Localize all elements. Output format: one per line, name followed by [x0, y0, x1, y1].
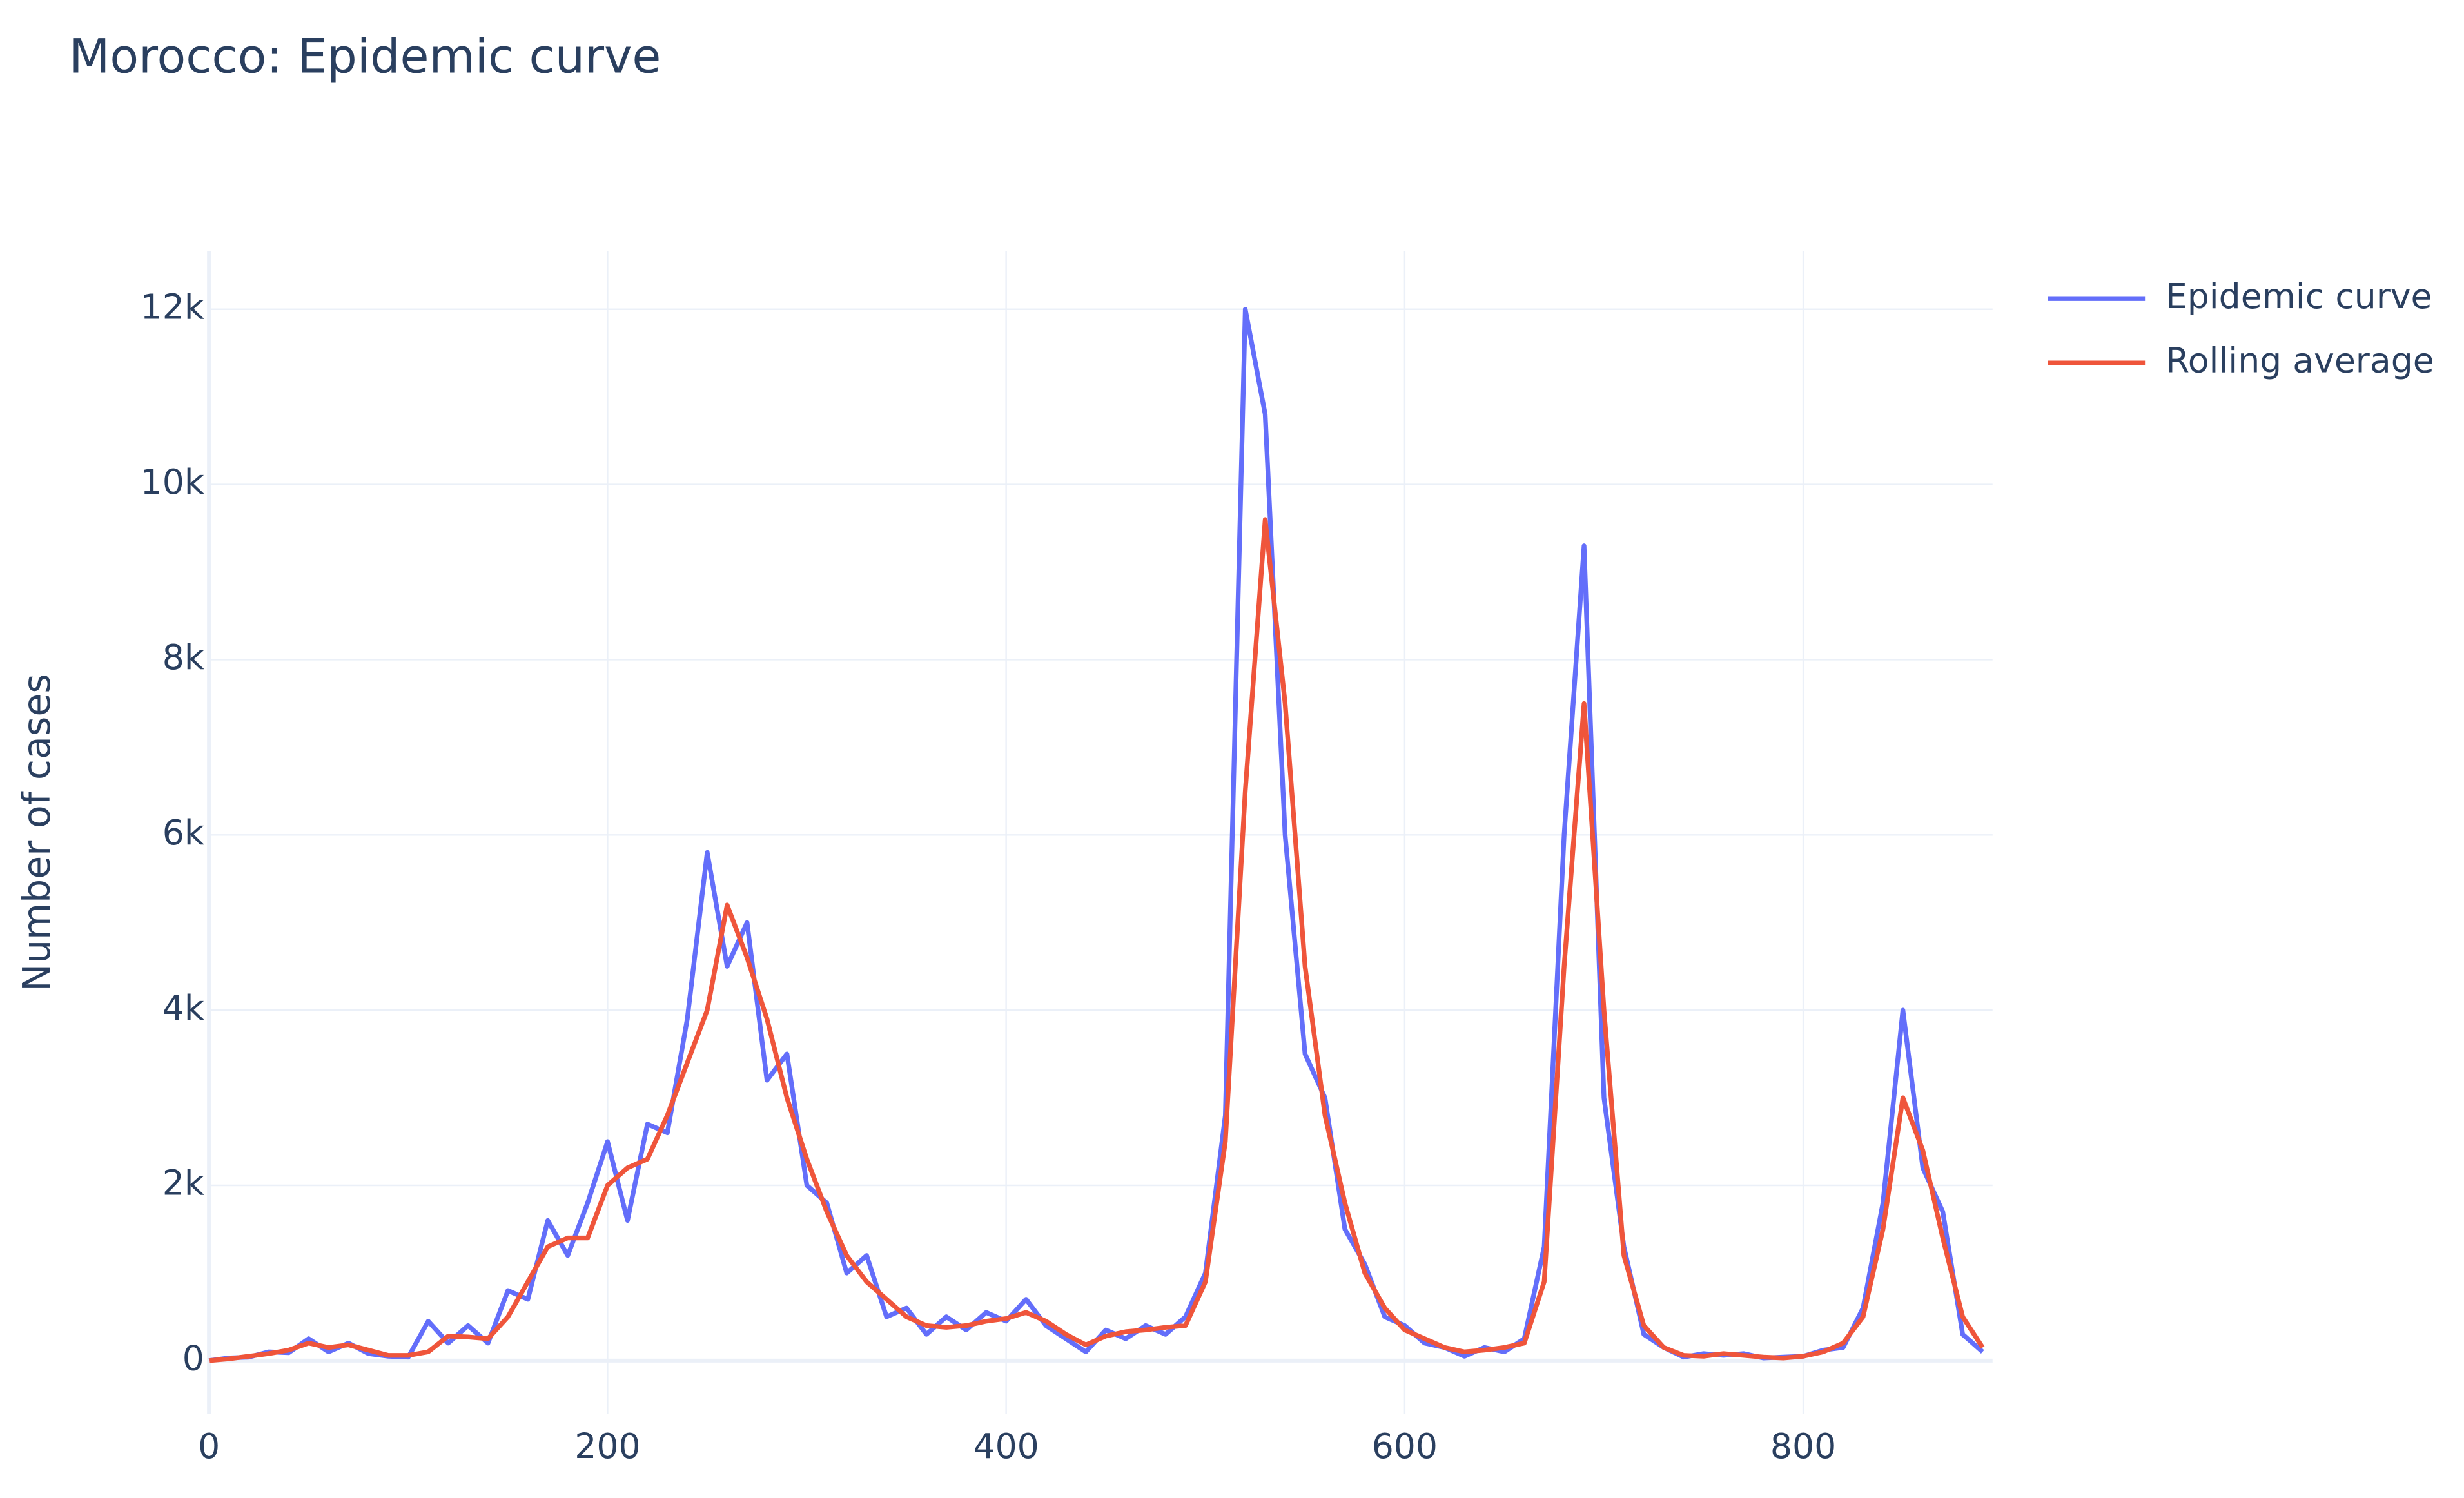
x-tick-label: 400	[973, 1426, 1039, 1466]
legend-label: Rolling average	[2166, 340, 2434, 381]
y-tick-label: 10k	[141, 462, 204, 502]
x-tick-label: 0	[198, 1426, 220, 1466]
x-tick-label: 800	[1770, 1426, 1836, 1466]
y-tick-label: 2k	[162, 1163, 204, 1203]
y-tick-label: 4k	[162, 987, 204, 1028]
y-tick-label: 12k	[141, 286, 204, 327]
y-tick-label: 8k	[162, 637, 204, 677]
legend-label: Epidemic curve	[2166, 276, 2432, 316]
y-tick-label: 0	[182, 1338, 204, 1379]
y-axis-title: Number of cases	[15, 674, 59, 992]
data-line	[208, 517, 1985, 1363]
x-tick-label: 200	[574, 1426, 640, 1466]
x-tick-label: 600	[1372, 1426, 1438, 1466]
chart-title: Morocco: Epidemic curve	[69, 30, 661, 84]
y-tick-label: 6k	[162, 812, 204, 853]
